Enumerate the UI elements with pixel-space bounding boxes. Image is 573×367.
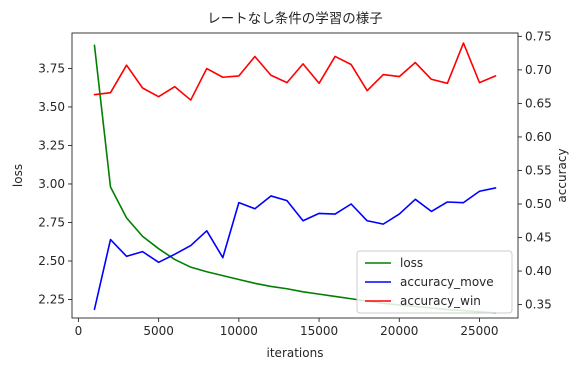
x-tick-label: 5000 [143, 324, 174, 338]
x-tick-label: 15000 [300, 324, 338, 338]
y-tick-label-right: 0.45 [525, 231, 552, 245]
y-tick-label-left: 3.75 [38, 61, 65, 75]
y-tick-label-right: 0.40 [525, 264, 552, 278]
y-tick-label-left: 3.50 [38, 100, 65, 114]
y-axis-label-left: loss [11, 164, 25, 187]
x-tick-label: 0 [75, 324, 83, 338]
legend-box [356, 250, 513, 314]
y-tick-label-left: 2.25 [38, 293, 65, 307]
y-tick-label-right: 0.60 [525, 130, 552, 144]
legend-label-accuracy_move: accuracy_move [400, 275, 494, 289]
x-tick-label: 10000 [220, 324, 258, 338]
y-tick-label-right: 0.70 [525, 63, 552, 77]
x-tick-label: 25000 [460, 324, 498, 338]
series-line-accuracy_move [93, 187, 497, 311]
y-tick-label-left: 2.50 [38, 254, 65, 268]
y-tick-label-left: 3.00 [38, 177, 65, 191]
y-tick-label-left: 3.25 [38, 138, 65, 152]
y-tick-label-right: 0.50 [525, 197, 552, 211]
x-axis-label: iterations [267, 346, 324, 360]
y-tick-label-right: 0.35 [525, 298, 552, 312]
y-tick-label-right: 0.65 [525, 96, 552, 110]
series-line-accuracy_win [93, 42, 497, 101]
legend-label-accuracy_win: accuracy_win [400, 294, 481, 308]
axes: 0 5000 10000 15000 20000 25000 2.25 2.50 2.75 3.0… [38, 29, 551, 338]
legend: loss accuracy_move accuracy_win [356, 250, 513, 314]
y-tick-label-right: 0.55 [525, 163, 552, 177]
chart-title: レートなし条件の学習の様子 [207, 10, 383, 27]
y-tick-label-right: 0.75 [525, 29, 552, 43]
legend-label-loss: loss [400, 256, 423, 270]
y-tick-label-left: 2.75 [38, 215, 65, 229]
x-tick-label: 20000 [380, 324, 418, 338]
plot-frame [71, 32, 519, 319]
y-axis-label-right: accuracy [555, 148, 569, 202]
